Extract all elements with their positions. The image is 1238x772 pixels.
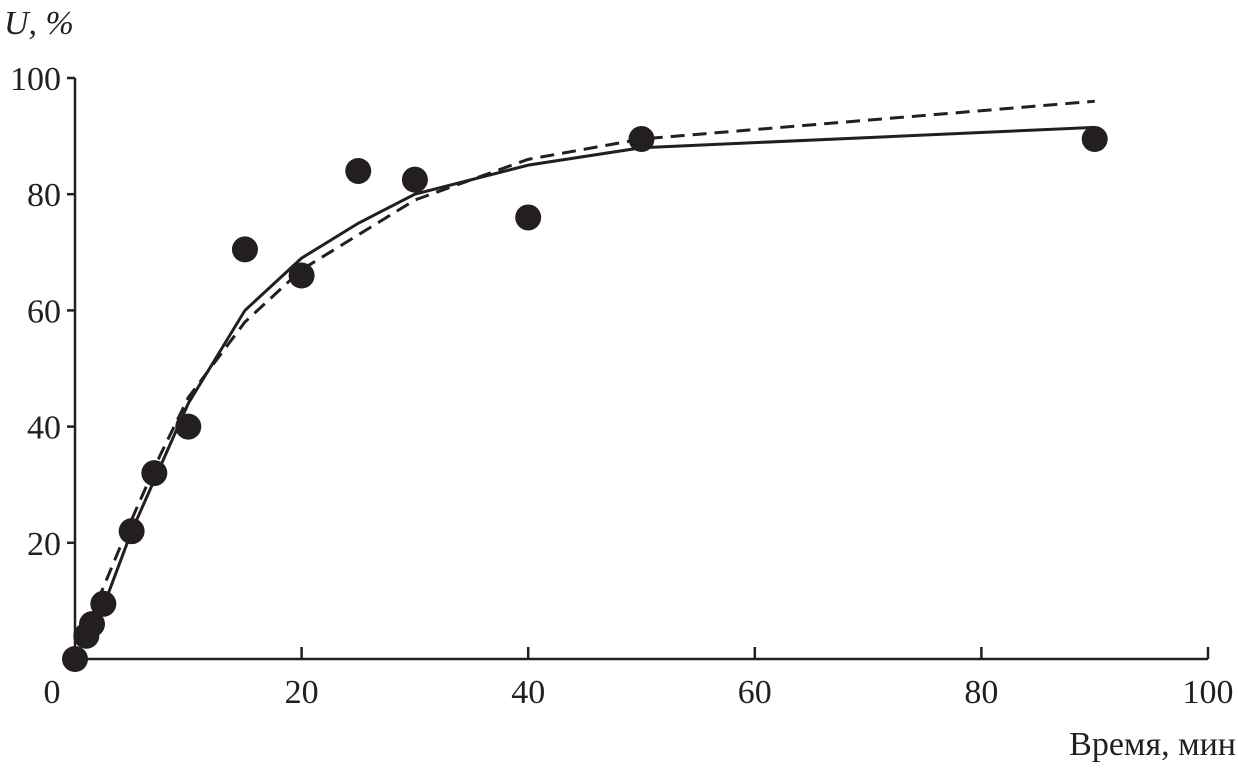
data-point [628,126,655,153]
x-tick-label: 40 [511,674,545,711]
y-axis-title: U, % [4,5,74,42]
dashed-line [96,99,1095,602]
y-tick-label: 40 [27,410,61,447]
x-tick-label: 60 [738,674,772,711]
data-point [288,262,315,289]
data-point [231,236,258,263]
x-tick-label: 80 [964,674,998,711]
y-tick-label: 80 [27,177,61,214]
y-tick-label: 60 [27,293,61,330]
data-point [515,204,542,231]
data-point [90,590,117,617]
data-point [118,518,145,545]
y-tick-label: 20 [27,526,61,563]
x-axis-title: Время, мин [1069,726,1236,763]
data-point [62,646,88,672]
solid-line [101,125,1095,608]
x-tick-label: 20 [285,674,319,711]
x-tick-label: 0 [44,674,61,711]
data-point [175,413,202,440]
data-point [1081,126,1108,153]
data-point [401,166,428,193]
data-point [141,460,168,487]
y-tick-label: 100 [10,61,61,98]
data-point [78,611,105,638]
data-point [345,157,372,184]
x-tick-label: 100 [1183,674,1234,711]
